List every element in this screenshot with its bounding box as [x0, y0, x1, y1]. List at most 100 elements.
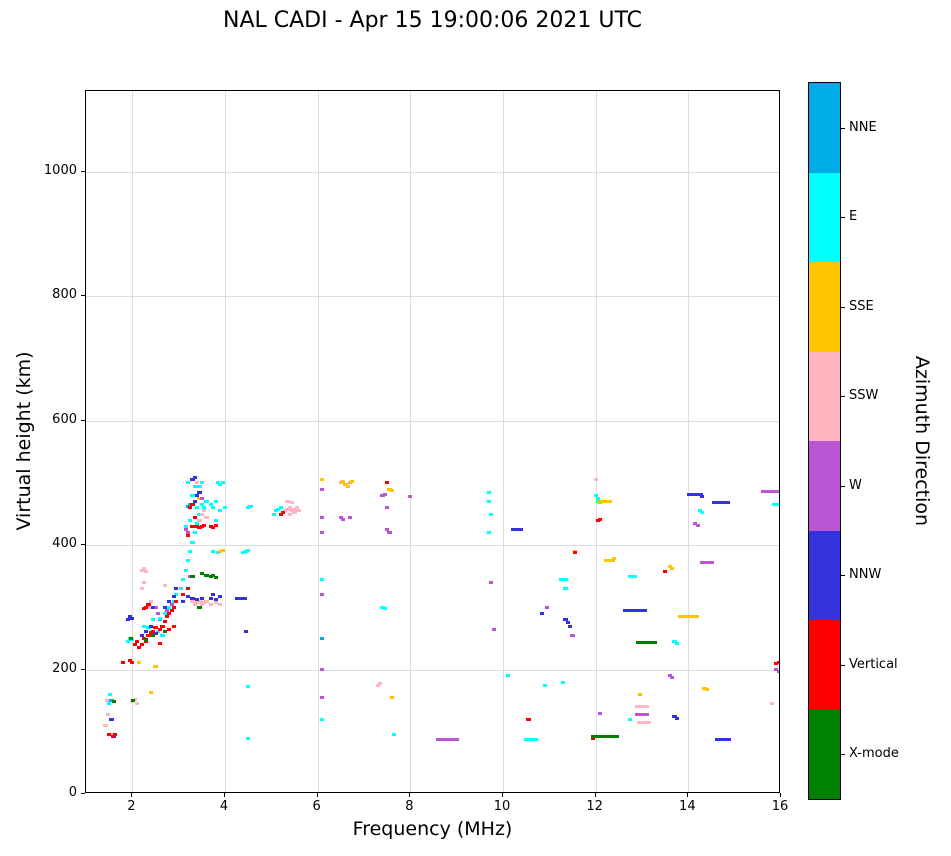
- data-point: [489, 512, 494, 516]
- data-point: [211, 573, 216, 577]
- data-point: [141, 607, 146, 611]
- data-point: [663, 569, 668, 573]
- data-point: [563, 587, 568, 591]
- data-point: [169, 602, 174, 606]
- data-point: [141, 580, 146, 584]
- gridline-horizontal: [86, 420, 779, 422]
- data-point: [148, 691, 153, 695]
- y-axis-label: Virtual height (km): [13, 351, 35, 531]
- data-point: [769, 702, 774, 706]
- colorbar-tick-mark: [841, 217, 845, 219]
- data-point: [146, 625, 151, 629]
- data-point: [487, 490, 492, 494]
- data-point: [209, 503, 214, 507]
- data-point: [188, 574, 193, 578]
- data-point: [714, 737, 732, 741]
- data-point: [141, 624, 146, 628]
- x-tick-mark: [224, 793, 225, 797]
- y-tick-label: 1000: [43, 162, 77, 178]
- data-point: [695, 523, 700, 527]
- data-point: [213, 518, 218, 522]
- colorbar-tick-mark: [841, 306, 845, 308]
- data-point: [246, 736, 251, 740]
- data-point: [190, 524, 195, 528]
- data-point: [635, 705, 649, 709]
- data-point: [209, 596, 214, 600]
- data-point: [174, 599, 179, 603]
- data-point: [195, 481, 200, 485]
- data-point: [382, 492, 387, 496]
- x-tick-mark: [502, 793, 503, 797]
- data-point: [387, 531, 392, 535]
- data-point: [670, 567, 675, 571]
- data-point: [199, 481, 204, 485]
- data-point: [320, 717, 325, 721]
- data-point: [572, 551, 577, 555]
- data-point: [199, 602, 204, 606]
- data-point: [162, 629, 167, 633]
- data-point: [489, 580, 494, 584]
- data-point: [338, 481, 343, 485]
- data-point: [290, 509, 295, 513]
- data-point: [195, 524, 200, 528]
- data-point: [195, 493, 200, 497]
- data-point: [104, 699, 109, 703]
- data-point: [598, 711, 603, 715]
- data-point: [487, 531, 492, 535]
- data-point: [146, 633, 151, 637]
- data-point: [248, 505, 253, 509]
- x-tick-label: 4: [219, 799, 229, 814]
- data-point: [246, 685, 251, 689]
- gridline-vertical: [225, 91, 226, 792]
- data-point: [292, 511, 297, 515]
- data-point: [107, 733, 112, 737]
- data-point: [137, 646, 142, 650]
- data-point: [131, 699, 136, 703]
- data-point: [285, 500, 290, 504]
- y-tick-label: 200: [52, 660, 77, 676]
- data-point: [523, 737, 538, 741]
- data-point: [505, 674, 510, 678]
- colorbar-tick-label: NNW: [849, 567, 882, 583]
- data-point: [595, 496, 601, 500]
- data-point: [148, 599, 153, 603]
- data-point: [568, 624, 573, 628]
- data-point: [171, 594, 177, 598]
- data-point: [188, 518, 193, 522]
- data-point: [192, 524, 197, 528]
- data-point: [109, 717, 114, 721]
- data-point: [171, 624, 177, 628]
- data-point: [109, 699, 114, 703]
- data-point: [623, 608, 647, 612]
- x-tick-label: 12: [586, 799, 603, 814]
- colorbar-tick-mark: [841, 664, 845, 666]
- data-point: [672, 640, 677, 644]
- data-point: [385, 506, 390, 510]
- data-point: [385, 528, 390, 532]
- data-point: [341, 480, 346, 484]
- data-point: [628, 717, 633, 721]
- data-point: [392, 733, 397, 737]
- colorbar-tick-label: Vertical: [849, 656, 898, 672]
- data-point: [711, 501, 731, 505]
- y-tick-mark: [81, 419, 85, 421]
- data-point: [199, 496, 204, 500]
- data-point: [218, 482, 223, 486]
- data-point: [190, 493, 195, 497]
- gridline-vertical: [132, 91, 134, 792]
- data-point: [380, 493, 385, 497]
- data-point: [183, 568, 188, 572]
- data-point: [190, 574, 195, 578]
- data-point: [693, 521, 698, 525]
- data-point: [120, 661, 126, 665]
- data-point: [209, 574, 214, 578]
- data-point: [215, 481, 221, 485]
- data-point: [320, 478, 325, 482]
- data-point: [320, 593, 325, 597]
- data-point: [192, 531, 197, 535]
- data-point: [287, 506, 292, 510]
- data-point: [127, 615, 133, 619]
- colorbar-segment-w: [809, 441, 840, 531]
- y-tick-mark: [81, 668, 85, 670]
